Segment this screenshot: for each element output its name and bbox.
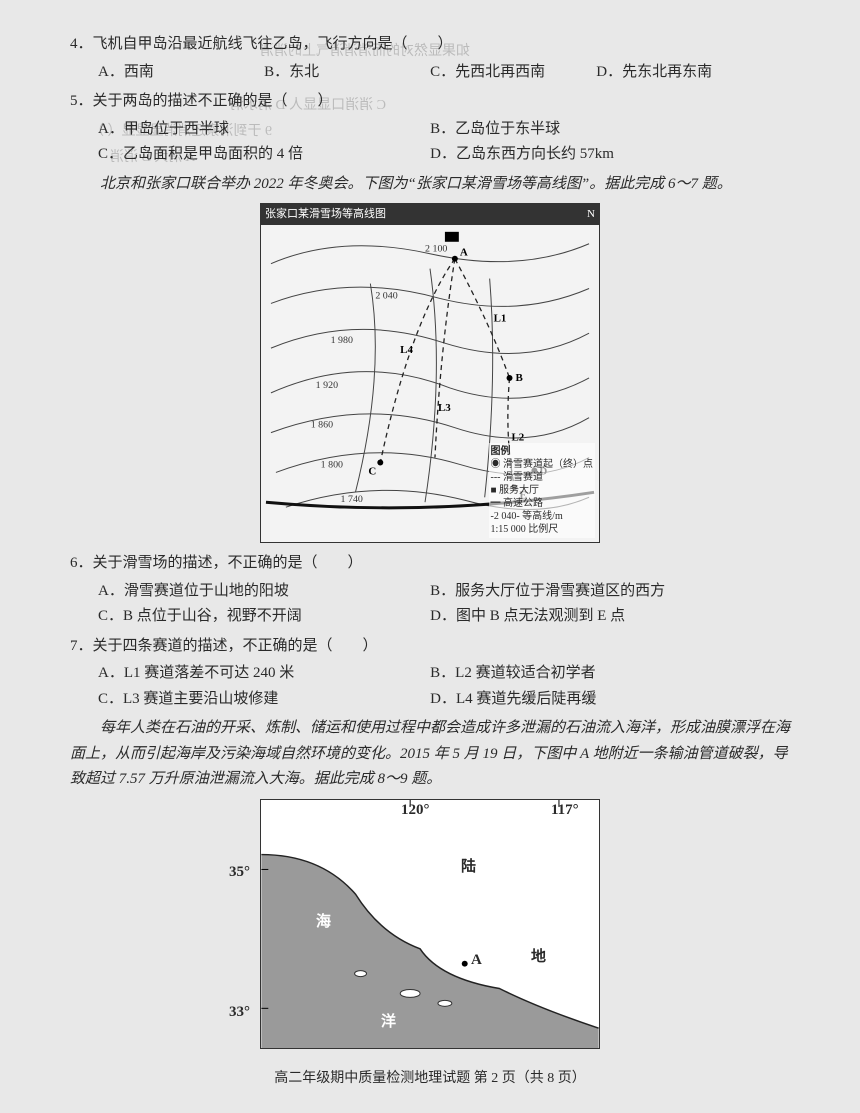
svg-text:2 100: 2 100 bbox=[425, 244, 447, 255]
coast-map: 120° 117° 35° 33° 陆 地 海 洋 A bbox=[260, 799, 600, 1049]
track-l3 bbox=[435, 259, 455, 458]
north-arrow: N bbox=[587, 205, 595, 224]
page-footer: 高二年级期中质量检测地理试题 第 2 页（共 8 页） bbox=[0, 1067, 860, 1091]
q5-opt-b: B．乙岛位于东半球 bbox=[430, 117, 762, 143]
q7-options: A．L1 赛道落差不可达 240 米 B．L2 赛道较适合初学者 C．L3 赛道… bbox=[98, 661, 790, 712]
q4-opt-d: D．先东北再东南 bbox=[596, 60, 762, 86]
label-sea: 海 bbox=[316, 910, 331, 936]
q4-opt-a: A．西南 bbox=[98, 60, 264, 86]
svg-text:L4: L4 bbox=[400, 344, 413, 356]
svg-text:2 040: 2 040 bbox=[375, 290, 397, 301]
lat-top: 35° bbox=[229, 860, 250, 886]
svg-text:C: C bbox=[368, 465, 376, 477]
q4-opt-c: C．先西北再西南 bbox=[430, 60, 596, 86]
svg-text:1 800: 1 800 bbox=[321, 459, 343, 470]
question-5: 5．关于两岛的描述不正确的是（ ） bbox=[70, 89, 790, 115]
svg-text:L2: L2 bbox=[512, 432, 525, 444]
q6-opt-a: A．滑雪赛道位于山地的阳坡 bbox=[98, 579, 430, 605]
lat-bot: 33° bbox=[229, 1000, 250, 1026]
svg-text:1 860: 1 860 bbox=[311, 420, 333, 431]
q5-opt-d: D．乙岛东西方向长约 57km bbox=[430, 142, 762, 168]
q5-stem: 关于两岛的描述不正确的是（ ） bbox=[93, 93, 333, 109]
coast-map-figure: 120° 117° 35° 33° 陆 地 海 洋 A bbox=[70, 799, 790, 1049]
q5-opt-a: A．甲岛位于西半球 bbox=[98, 117, 430, 143]
q7-opt-b: B．L2 赛道较适合初学者 bbox=[430, 661, 762, 687]
svg-text:1 920: 1 920 bbox=[316, 380, 338, 391]
label-land1: 陆 bbox=[461, 855, 476, 881]
q4-num: 4． bbox=[70, 36, 93, 52]
contour-map: 张家口某滑雪场等高线图 N bbox=[260, 203, 600, 543]
label-point-a: A bbox=[471, 948, 482, 974]
label-land2: 地 bbox=[531, 945, 546, 971]
q5-num: 5． bbox=[70, 93, 93, 109]
contour-map-figure: 张家口某滑雪场等高线图 N bbox=[70, 203, 790, 543]
svg-text:L1: L1 bbox=[494, 312, 507, 324]
intro-8-9: 每年人类在石油的开采、炼制、储运和使用过程中都会造成许多泄漏的石油流入海洋，形成… bbox=[70, 716, 790, 793]
lon-left: 120° bbox=[401, 798, 430, 824]
q7-num: 7． bbox=[70, 638, 93, 654]
q6-num: 6． bbox=[70, 555, 93, 571]
svg-text:A: A bbox=[460, 247, 468, 259]
q4-opt-b: B．东北 bbox=[264, 60, 430, 86]
q7-opt-d: D．L4 赛道先缓后陡再缓 bbox=[430, 687, 762, 713]
lon-right: 117° bbox=[551, 798, 579, 824]
svg-text:L3: L3 bbox=[438, 402, 451, 414]
map1-title: 张家口某滑雪场等高线图 N bbox=[261, 204, 599, 225]
map1-legend: 图例 ◉ 滑雪赛道起（终）点 --- 滑雪赛道 ■ 服务大厅 ━ 高速公路 -2… bbox=[489, 443, 596, 538]
q5-options: A．甲岛位于西半球 B．乙岛位于东半球 C．乙岛面积是甲岛面积的 4 倍 D．乙… bbox=[98, 117, 790, 168]
q4-options: A．西南 B．东北 C．先西北再西南 D．先东北再东南 bbox=[98, 60, 790, 86]
label-ocean: 洋 bbox=[381, 1010, 396, 1036]
sea-region bbox=[261, 800, 598, 1048]
q6-opt-c: C．B 点位于山谷，视野不开阔 bbox=[98, 604, 430, 630]
q6-opt-b: B．服务大厅位于滑雪赛道区的西方 bbox=[430, 579, 762, 605]
q7-opt-a: A．L1 赛道落差不可达 240 米 bbox=[98, 661, 430, 687]
q6-opt-d: D．图中 B 点无法观测到 E 点 bbox=[430, 604, 762, 630]
q6-stem: 关于滑雪场的描述，不正确的是（ ） bbox=[93, 555, 363, 571]
question-6: 6．关于滑雪场的描述，不正确的是（ ） bbox=[70, 551, 790, 577]
q4-stem: 飞机自甲岛沿最近航线飞往乙岛，飞行方向是（ ） bbox=[93, 36, 453, 52]
intro-6-7: 北京和张家口联合举办 2022 年冬奥会。下图为“张家口某滑雪场等高线图”。据此… bbox=[70, 172, 790, 198]
question-7: 7．关于四条赛道的描述，不正确的是（ ） bbox=[70, 634, 790, 660]
q5-opt-c: C．乙岛面积是甲岛面积的 4 倍 bbox=[98, 142, 430, 168]
svg-text:B: B bbox=[515, 372, 522, 384]
q7-opt-c: C．L3 赛道主要沿山坡修建 bbox=[98, 687, 430, 713]
svg-text:1 980: 1 980 bbox=[331, 335, 353, 346]
q6-options: A．滑雪赛道位于山地的阳坡 B．服务大厅位于滑雪赛道区的西方 C．B 点位于山谷… bbox=[98, 579, 790, 630]
coast-svg bbox=[261, 800, 599, 1048]
svg-text:1 740: 1 740 bbox=[341, 494, 363, 505]
q7-stem: 关于四条赛道的描述，不正确的是（ ） bbox=[93, 638, 378, 654]
question-4: 4．飞机自甲岛沿最近航线飞往乙岛，飞行方向是（ ） bbox=[70, 32, 790, 58]
